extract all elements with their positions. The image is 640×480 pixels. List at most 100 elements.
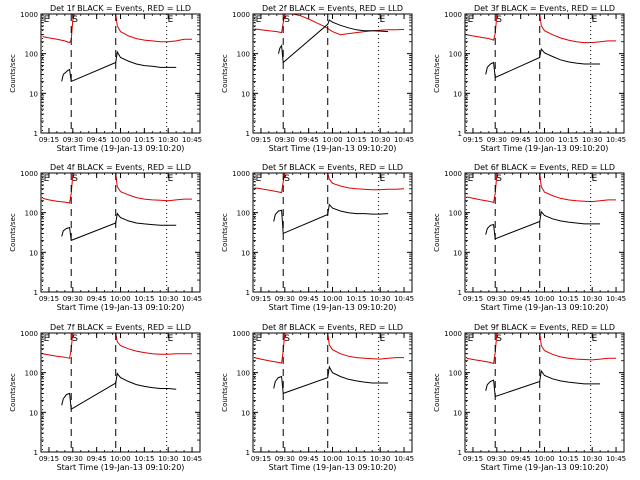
x-tick-label: 10:00: [110, 136, 130, 144]
start-marker-label: S: [284, 174, 290, 184]
end-marker-label: E: [168, 334, 174, 344]
x-tick-label: 09:30: [487, 455, 507, 463]
series-events: [277, 19, 389, 64]
y-tick-label: 10: [241, 90, 250, 98]
y-tick-label: 10: [453, 249, 462, 257]
panel-title: Det 4f BLACK = Events, RED = LLD: [50, 163, 191, 172]
panel-7: Det 7f BLACK = Events, RED = LLD Counts/s…: [9, 323, 202, 472]
panel-9: Det 9f BLACK = Events, RED = LLD Counts/s…: [433, 323, 626, 472]
plot-frame: [252, 172, 413, 293]
y-tick-label: 1000: [232, 11, 250, 19]
panel-1: Det 1f BLACK = Events, RED = LLD Counts/s…: [9, 4, 202, 153]
x-tick-label: 09:15: [251, 295, 271, 303]
series-lld: [254, 173, 405, 194]
x-tick-label: 10:15: [558, 455, 578, 463]
plot-frame: [464, 172, 625, 293]
end-marker-label: E: [44, 174, 50, 184]
end-marker-label: E: [168, 15, 174, 25]
x-tick-label: 10:45: [394, 136, 414, 144]
y-axis-label: Counts/sec: [9, 373, 17, 412]
y-axis-label: Counts/sec: [9, 213, 17, 252]
y-tick-label: 100: [449, 210, 462, 218]
x-tick-label: 10:00: [534, 136, 554, 144]
x-tick-label: 10:00: [322, 295, 342, 303]
plot-frame: [252, 13, 413, 134]
end-marker-label: E: [380, 15, 386, 25]
y-tick-label: 1000: [232, 170, 250, 178]
y-axis-label: Counts/sec: [433, 373, 441, 412]
panel-title: Det 2f BLACK = Events, RED = LLD: [262, 4, 403, 13]
plot-frame: [40, 332, 201, 453]
x-tick-label: 10:45: [394, 455, 414, 463]
x-tick-label: 10:30: [582, 295, 602, 303]
series-lld: [42, 333, 192, 359]
series-events: [273, 203, 389, 235]
x-tick-label: 09:30: [275, 136, 295, 144]
x-axis-label: Start Time (19-Jan-13 09:10:20): [269, 144, 397, 153]
x-tick-label: 09:15: [463, 136, 483, 144]
x-tick-label: 10:30: [370, 455, 390, 463]
x-tick-label: 10:15: [558, 136, 578, 144]
y-axis-label: Counts/sec: [433, 213, 441, 252]
plot-frame: [40, 13, 201, 134]
x-tick-label: 10:00: [110, 455, 130, 463]
start-marker-label: S: [496, 15, 502, 25]
start-marker-label: S: [72, 334, 78, 344]
x-tick-label: 09:15: [463, 455, 483, 463]
end-marker-label: E: [44, 15, 50, 25]
series-events: [273, 365, 389, 395]
x-tick-label: 10:45: [394, 295, 414, 303]
y-tick-label: 100: [25, 51, 38, 59]
x-tick-label: 09:45: [511, 295, 531, 303]
start-marker-label: S: [72, 174, 78, 184]
x-tick-label: 09:15: [463, 295, 483, 303]
y-tick-label: 10: [453, 90, 462, 98]
x-tick-label: 10:15: [134, 136, 154, 144]
x-tick-label: 10:45: [606, 295, 626, 303]
end-marker-label: E: [256, 15, 262, 25]
y-tick-label: 1000: [20, 11, 38, 19]
y-tick-label: 100: [237, 51, 250, 59]
series-lld: [42, 14, 192, 44]
y-tick-label: 1000: [444, 11, 462, 19]
y-tick-label: 1000: [232, 330, 250, 338]
x-tick-label: 10:15: [558, 295, 578, 303]
x-tick-label: 09:45: [87, 455, 107, 463]
y-tick-label: 10: [29, 90, 38, 98]
y-tick-label: 10: [29, 249, 38, 257]
x-tick-label: 10:30: [582, 455, 602, 463]
series-events: [61, 50, 177, 83]
x-tick-label: 09:30: [63, 136, 83, 144]
x-tick-label: 09:45: [299, 136, 319, 144]
panel-title: Det 6f BLACK = Events, RED = LLD: [474, 163, 615, 172]
x-tick-label: 09:15: [39, 455, 59, 463]
x-tick-label: 10:15: [346, 136, 366, 144]
x-tick-label: 10:30: [158, 455, 178, 463]
x-tick-label: 10:45: [182, 295, 202, 303]
y-tick-label: 100: [449, 370, 462, 378]
y-tick-label: 1: [458, 130, 462, 138]
panel-3: Det 3f BLACK = Events, RED = LLD Counts/s…: [433, 4, 626, 153]
end-marker-label: E: [468, 174, 474, 184]
end-marker-label: E: [592, 334, 598, 344]
y-tick-label: 1: [458, 449, 462, 457]
y-tick-label: 1000: [20, 330, 38, 338]
start-marker-label: S: [72, 15, 78, 25]
y-tick-label: 10: [29, 409, 38, 417]
x-tick-label: 10:30: [158, 295, 178, 303]
x-tick-label: 10:15: [346, 455, 366, 463]
y-tick-label: 1: [34, 130, 38, 138]
plot-frame: [464, 332, 625, 453]
end-marker-label: E: [44, 334, 50, 344]
x-axis-label: Start Time (19-Jan-13 09:10:20): [481, 463, 609, 472]
y-tick-label: 10: [241, 249, 250, 257]
panel-title: Det 7f BLACK = Events, RED = LLD: [50, 323, 191, 332]
panel-title: Det 1f BLACK = Events, RED = LLD: [50, 4, 191, 13]
y-tick-label: 1000: [444, 170, 462, 178]
series-events: [485, 369, 601, 398]
end-marker-label: E: [592, 174, 598, 184]
x-tick-label: 10:00: [322, 136, 342, 144]
x-tick-label: 10:15: [346, 295, 366, 303]
